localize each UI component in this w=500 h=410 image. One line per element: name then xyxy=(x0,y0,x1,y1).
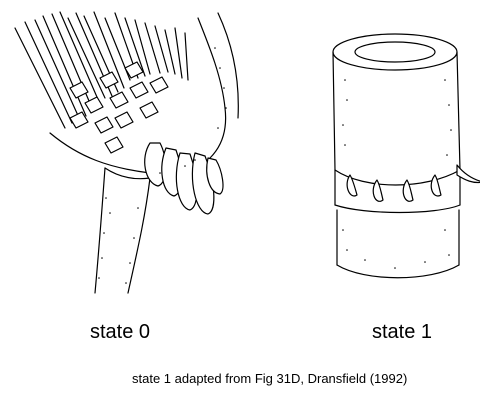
figure-caption: state 1 adapted from Fig 31D, Dransfield… xyxy=(132,371,408,386)
state-1-illustration xyxy=(325,30,480,285)
state-0-illustration xyxy=(10,8,245,298)
state-0-stem xyxy=(94,167,151,294)
state-0-label: state 0 xyxy=(90,321,151,343)
state-0-catkins xyxy=(144,142,224,215)
state-1-cylinder xyxy=(332,51,461,171)
state-1-scales xyxy=(346,164,480,202)
state-1-top-opening xyxy=(332,33,458,71)
state-0-upper-stem xyxy=(197,12,239,159)
state-1-label: state 1 xyxy=(372,321,433,343)
